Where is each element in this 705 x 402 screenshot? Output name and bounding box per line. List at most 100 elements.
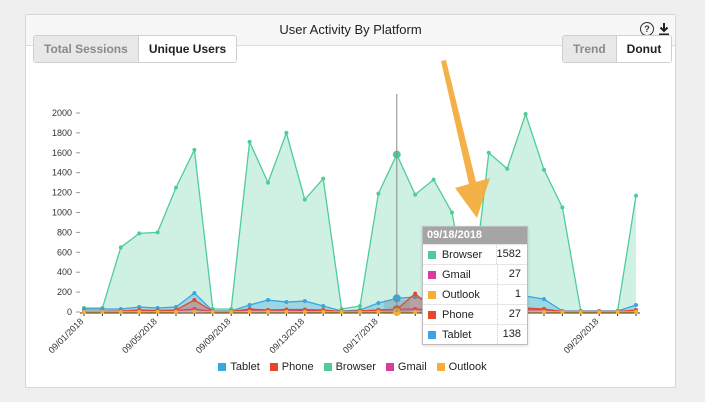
tooltip-swatch — [428, 290, 436, 299]
data-point-outlook[interactable] — [578, 309, 583, 314]
tooltip-series-name: Tablet — [442, 328, 472, 341]
data-point-browser[interactable] — [413, 192, 418, 197]
legend-item-tablet[interactable]: Tablet — [218, 361, 260, 373]
data-point-outlook[interactable] — [247, 309, 252, 314]
data-point-browser[interactable] — [523, 111, 528, 116]
x-tick-label: 09/05/2018 — [120, 316, 159, 355]
data-point-tablet[interactable] — [376, 301, 381, 306]
data-point-tablet[interactable] — [302, 299, 307, 304]
data-point-browser[interactable] — [247, 139, 252, 144]
data-point-outlook[interactable] — [174, 309, 178, 314]
data-point-outlook[interactable] — [82, 309, 86, 314]
data-point-phone[interactable] — [413, 291, 418, 296]
data-point-browser[interactable] — [266, 180, 270, 185]
data-point-outlook[interactable] — [155, 309, 160, 314]
data-point-tablet[interactable] — [413, 295, 418, 300]
legend-swatch — [218, 363, 227, 371]
legend-label: Browser — [335, 361, 376, 373]
data-point-tablet[interactable] — [266, 298, 270, 303]
tooltip-date: 09/18/2018 — [423, 227, 527, 244]
tab-total-sessions[interactable]: Total Sessions — [34, 36, 138, 62]
data-point-outlook[interactable] — [137, 309, 142, 314]
data-point-outlook[interactable] — [210, 309, 215, 314]
data-point-outlook[interactable] — [597, 309, 602, 314]
data-point-outlook[interactable] — [302, 309, 307, 314]
data-point-browser[interactable] — [192, 147, 197, 152]
x-tick-label: 09/01/2018 — [46, 316, 85, 355]
data-point-outlook[interactable] — [229, 309, 234, 314]
legend-label: Tablet — [230, 361, 260, 373]
data-point-browser[interactable] — [634, 193, 638, 198]
data-point-browser[interactable] — [431, 177, 436, 182]
tab-donut[interactable]: Donut — [615, 36, 672, 62]
legend-item-outlook[interactable]: Outlook — [436, 361, 487, 373]
data-point-tablet[interactable] — [634, 303, 638, 308]
y-tick-label: 800 — [57, 227, 72, 237]
data-point-outlook[interactable] — [358, 309, 362, 314]
data-point-browser[interactable] — [376, 191, 381, 196]
data-point-browser[interactable] — [284, 130, 289, 135]
data-point-outlook[interactable] — [100, 309, 105, 314]
data-point-outlook[interactable] — [192, 309, 197, 314]
legend-item-phone[interactable]: Phone — [269, 361, 314, 373]
data-point-outlook[interactable] — [118, 309, 123, 314]
legend-label: Outlook — [448, 361, 487, 373]
hover-highlight — [383, 300, 410, 312]
data-point-phone[interactable] — [192, 298, 197, 303]
data-point-browser[interactable] — [505, 166, 510, 171]
panel-title: User Activity By Platform — [279, 22, 422, 37]
data-point-browser[interactable] — [174, 185, 178, 190]
tooltip-series-name: Browser — [441, 248, 483, 261]
data-point-outlook[interactable] — [321, 309, 326, 314]
data-point-outlook[interactable] — [376, 309, 381, 314]
tooltip-series-value: 27 — [497, 305, 527, 324]
data-point-browser[interactable] — [118, 245, 123, 250]
data-point-outlook[interactable] — [542, 309, 546, 314]
y-tick-label: 1400 — [52, 168, 72, 178]
legend-item-gmail[interactable]: Gmail — [385, 361, 427, 373]
tooltip-swatch — [428, 330, 436, 339]
data-point-outlook[interactable] — [266, 309, 270, 314]
data-point-browser[interactable] — [321, 176, 326, 181]
data-point-tablet[interactable] — [542, 297, 546, 302]
data-point-tablet[interactable] — [284, 300, 289, 305]
data-point-outlook[interactable] — [615, 309, 620, 314]
data-point-browser[interactable] — [542, 167, 546, 172]
x-tick-label: 09/13/2018 — [267, 316, 306, 355]
data-point-outlook[interactable] — [634, 309, 638, 314]
tab-trend[interactable]: Trend — [563, 36, 616, 62]
tooltip-row: Phone 27 — [423, 304, 527, 324]
data-point-outlook[interactable] — [284, 309, 289, 314]
data-point-browser[interactable] — [450, 210, 454, 215]
data-point-browser[interactable] — [302, 197, 307, 202]
data-point-outlook[interactable] — [560, 309, 565, 314]
data-point-outlook[interactable] — [413, 309, 418, 314]
data-point-browser[interactable] — [137, 231, 142, 236]
view-toggle: Trend Donut — [562, 35, 673, 63]
tooltip-swatch — [428, 310, 436, 319]
data-point-tablet[interactable] — [321, 304, 326, 309]
metric-toggle: Total Sessions Unique Users — [33, 35, 238, 63]
legend-item-browser[interactable]: Browser — [323, 361, 376, 373]
hover-tooltip: 09/18/2018 Browser 1582 Gmail 27 Outlook 1 Pho… — [422, 226, 528, 345]
x-tick-label: 09/09/2018 — [194, 316, 233, 355]
data-point-tablet[interactable] — [137, 305, 142, 310]
tab-unique-users[interactable]: Unique Users — [137, 36, 237, 62]
download-icon[interactable] — [658, 21, 670, 37]
legend-swatch — [323, 363, 332, 371]
series-area-browser — [84, 113, 636, 313]
tooltip-series-name: Gmail — [442, 268, 471, 281]
y-tick-label: 600 — [57, 247, 72, 257]
data-point-browser[interactable] — [155, 230, 160, 235]
data-point-browser[interactable] — [486, 150, 491, 155]
data-point-browser[interactable] — [358, 304, 362, 309]
data-point-tablet[interactable] — [174, 305, 178, 310]
y-tick-label: 200 — [57, 287, 72, 297]
chart-legend: Tablet Phone Browser Gmail Outlook — [0, 361, 705, 373]
data-point-tablet[interactable] — [192, 291, 197, 296]
data-point-browser[interactable] — [560, 205, 565, 210]
tooltip-series-value: 27 — [497, 265, 527, 284]
data-point-tablet[interactable] — [247, 303, 252, 308]
tooltip-series-name: Outlook — [442, 288, 480, 301]
data-point-outlook[interactable] — [339, 309, 344, 314]
